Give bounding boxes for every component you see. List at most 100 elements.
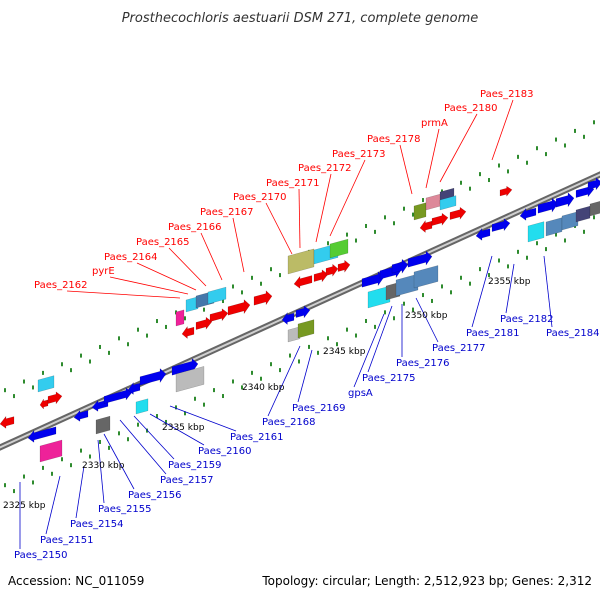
reverse-leader-line (97, 439, 105, 504)
forward-label-paes-2180: Paes_2180 (444, 103, 498, 114)
reverse-leader-line (267, 345, 301, 417)
gene-feature (39, 439, 63, 463)
forward-label-paes-2164: Paes_2164 (104, 252, 158, 263)
gene-feature (337, 259, 351, 273)
reverse-leader-line (471, 255, 493, 328)
gene-feature (175, 366, 205, 393)
reverse-label-paes-2177: Paes_2177 (432, 343, 486, 354)
scale-label: 2325 kbp (3, 501, 46, 511)
gene-feature (413, 202, 427, 221)
gene-feature (195, 316, 213, 330)
forward-leader-line (66, 290, 181, 299)
gene-feature (329, 238, 349, 259)
reverse-leader-line (45, 475, 61, 535)
forward-gene-labels: Paes_2162 pyrE Paes_2164 Paes_2165 Paes_2166… (34, 89, 534, 291)
gene-feature (135, 398, 149, 415)
forward-label-paes-2167: Paes_2167 (200, 207, 254, 218)
forward-leader-line (265, 202, 293, 255)
gene-feature (287, 326, 301, 343)
forward-leader-line (399, 144, 413, 195)
forward-leader-line (168, 247, 207, 287)
gene-feature (419, 219, 433, 234)
forward-label-paes-2173: Paes_2173 (332, 149, 386, 160)
forward-label-prma: prmA (421, 118, 448, 129)
reverse-label-paes-2150: Paes_2150 (14, 550, 68, 561)
gene-feature (519, 207, 537, 221)
reverse-label-paes-2182: Paes_2182 (500, 314, 554, 325)
gene-feature (287, 248, 315, 275)
reverse-leader-line (367, 305, 393, 373)
genome-summary-text: Topology: circular; Length: 2,512,923 bp… (261, 574, 592, 588)
forward-label-pyre: pyrE (92, 266, 115, 277)
reverse-label-paes-2181: Paes_2181 (466, 328, 520, 339)
gene-feature (407, 250, 433, 268)
gene-features (0, 177, 600, 463)
forward-label-paes-2178: Paes_2178 (367, 134, 421, 145)
gene-feature (73, 409, 89, 422)
reverse-label-paes-2176: Paes_2176 (396, 358, 450, 369)
scale-label: 2330 kbp (82, 461, 125, 471)
forward-label-paes-2166: Paes_2166 (168, 222, 222, 233)
forward-leader-line (298, 188, 301, 249)
forward-label-paes-2171: Paes_2171 (266, 178, 320, 189)
reverse-leader-line (103, 433, 135, 490)
gene-feature (589, 201, 600, 217)
gene-feature (491, 218, 511, 232)
gene-feature (103, 387, 133, 404)
reverse-leader-line (505, 263, 515, 314)
gene-feature (175, 309, 185, 327)
gene-feature (313, 269, 329, 283)
gene-feature (361, 271, 385, 288)
gene-feature (545, 217, 563, 237)
gene-feature (431, 212, 449, 226)
gene-feature (325, 263, 339, 277)
reverse-leader-line (149, 413, 205, 446)
gene-feature (391, 258, 409, 275)
scale-label: 2355 kbp (488, 277, 531, 287)
forward-leader-line (491, 99, 514, 161)
gene-feature (395, 273, 419, 297)
gene-feature (185, 296, 199, 313)
gene-feature (293, 275, 313, 289)
reverse-label-paes-2156: Paes_2156 (128, 490, 182, 501)
gene-feature (449, 206, 467, 220)
reverse-label-paes-2154: Paes_2154 (70, 519, 124, 530)
reverse-label-paes-2161: Paes_2161 (230, 432, 284, 443)
reverse-label-paes-2184: Paes_2184 (546, 328, 600, 339)
scale-label: 2335 kbp (162, 423, 205, 433)
reverse-label-paes-2159: Paes_2159 (168, 460, 222, 471)
gene-feature (527, 221, 545, 243)
gene-feature (39, 398, 49, 410)
gene-feature (367, 285, 391, 309)
gene-feature (425, 193, 443, 211)
gene-feature (139, 367, 167, 386)
gene-feature (587, 177, 600, 191)
reverse-label-paes-2155: Paes_2155 (98, 504, 152, 515)
forward-label-paes-2183: Paes_2183 (480, 89, 534, 100)
reverse-label-paes-2168: Paes_2168 (262, 417, 316, 428)
forward-leader-line (315, 173, 332, 243)
gene-feature (47, 391, 63, 405)
reverse-leader-line (169, 405, 237, 432)
forward-leader-line (200, 232, 223, 281)
gene-feature (575, 205, 591, 223)
gene-feature (297, 319, 315, 339)
gene-feature (37, 375, 55, 393)
forward-label-paes-2165: Paes_2165 (136, 237, 190, 248)
reverse-leader-line (353, 313, 385, 388)
scale-label: 2345 kbp (323, 347, 366, 357)
accession-text: Accession: NC_011059 (8, 574, 144, 588)
forward-leader-line (425, 128, 440, 189)
reverse-leader-line (297, 349, 313, 403)
map-title: Prosthecochloris aestuarii DSM 271, comp… (122, 11, 479, 26)
gene-feature (561, 211, 579, 231)
reverse-leader-line (119, 419, 167, 475)
forward-leader-line (329, 159, 366, 237)
forward-leader-line (232, 217, 245, 273)
reverse-leader-line (75, 465, 85, 519)
forward-leader-line (439, 113, 478, 183)
forward-label-paes-2170: Paes_2170 (233, 192, 287, 203)
scale-label: 2350 kbp (405, 311, 448, 321)
gene-feature (127, 381, 141, 396)
